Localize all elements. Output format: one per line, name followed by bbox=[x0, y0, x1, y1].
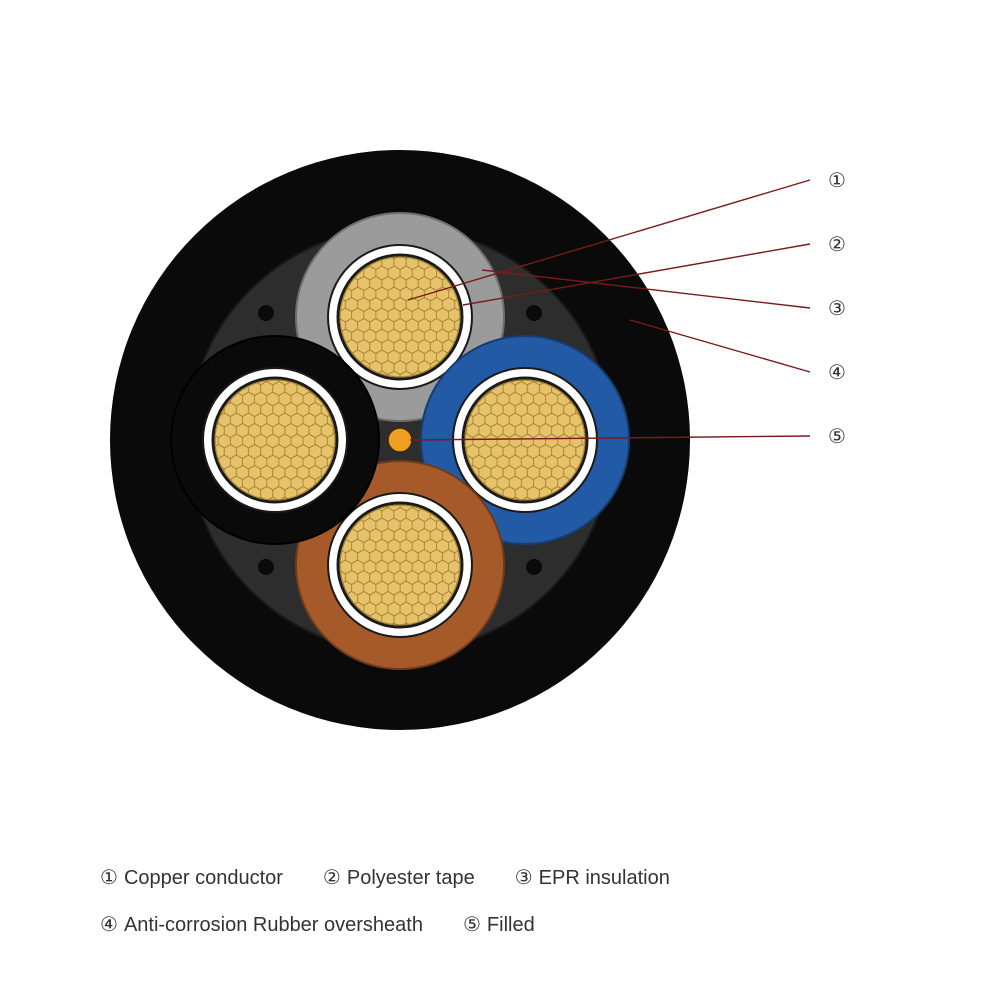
callout-number-4: ④ bbox=[828, 362, 846, 384]
legend-item-1: ① Copper conductor bbox=[100, 865, 283, 890]
cable-cross-section-diagram: ① ② ③ ④ ⑤ ① Copper conductor ② Polyester tap… bbox=[0, 0, 1000, 1000]
legend-text-1: Copper conductor bbox=[124, 867, 283, 890]
diagram-svg: ① ② ③ ④ ⑤ bbox=[0, 0, 1000, 1000]
legend-num-5: ⑤ bbox=[463, 912, 481, 937]
legend-text-4: Anti-corrosion Rubber oversheath bbox=[124, 914, 423, 937]
legend-item-4: ④ Anti-corrosion Rubber oversheath bbox=[100, 912, 423, 937]
legend-text-3: EPR insulation bbox=[539, 867, 670, 890]
interstice-hole bbox=[526, 559, 542, 575]
conductor-left bbox=[171, 336, 379, 544]
interstice-hole bbox=[526, 305, 542, 321]
legend-text-5: Filled bbox=[487, 914, 535, 937]
legend-item-3: ③ EPR insulation bbox=[515, 865, 670, 890]
center-filler bbox=[388, 428, 412, 452]
callout-number-5: ⑤ bbox=[828, 426, 846, 448]
legend-num-1: ① bbox=[100, 865, 118, 890]
legend-item-2: ② Polyester tape bbox=[323, 865, 475, 890]
callout-number-3: ③ bbox=[828, 298, 846, 320]
legend-num-2: ② bbox=[323, 865, 341, 890]
legend-text-2: Polyester tape bbox=[347, 867, 475, 890]
legend: ① Copper conductor ② Polyester tape ③ EP… bbox=[100, 865, 900, 937]
interstice-hole bbox=[258, 559, 274, 575]
interstice-hole bbox=[258, 305, 274, 321]
legend-num-4: ④ bbox=[100, 912, 118, 937]
legend-num-3: ③ bbox=[515, 865, 533, 890]
callout-number-1: ① bbox=[828, 170, 846, 192]
callout-number-2: ② bbox=[828, 234, 846, 256]
legend-item-5: ⑤ Filled bbox=[463, 912, 535, 937]
